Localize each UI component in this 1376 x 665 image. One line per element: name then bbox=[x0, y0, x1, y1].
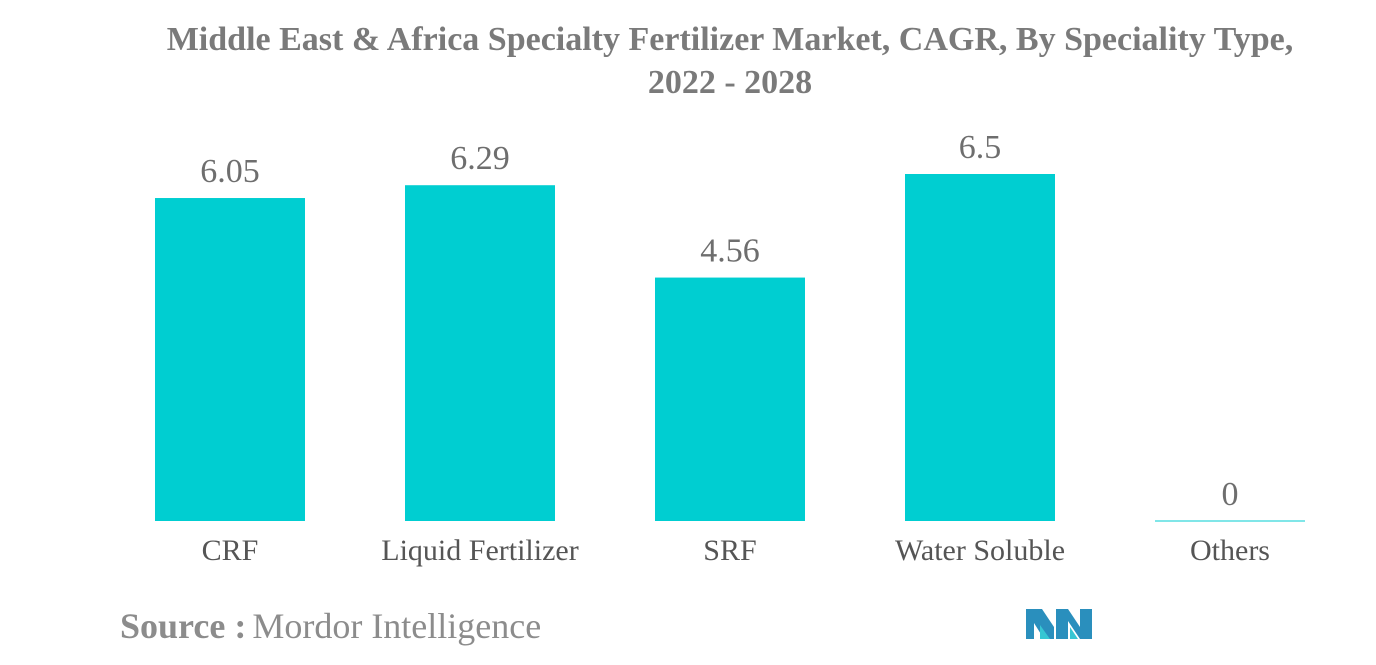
chart-title-line-1: Middle East & Africa Specialty Fertilize… bbox=[166, 21, 1294, 58]
x-tick-label-3: Water Soluble bbox=[895, 534, 1065, 567]
data-label-1: 6.29 bbox=[450, 140, 510, 177]
mordor-intelligence-logo-icon bbox=[1026, 609, 1092, 639]
x-tick-label-2: SRF bbox=[703, 534, 756, 567]
x-tick-label-1: Liquid Fertilizer bbox=[381, 534, 578, 567]
data-label-0: 6.05 bbox=[200, 153, 260, 190]
bar-0 bbox=[155, 198, 305, 521]
data-label-3: 6.5 bbox=[959, 129, 1002, 166]
data-label-4: 0 bbox=[1222, 476, 1239, 513]
x-tick-label-4: Others bbox=[1190, 534, 1270, 567]
source-value: Mordor Intelligence bbox=[252, 606, 542, 646]
x-tick-label-0: CRF bbox=[202, 534, 259, 567]
data-label-2: 4.56 bbox=[700, 233, 760, 270]
chart-title: Middle East & Africa Specialty Fertilize… bbox=[60, 18, 1376, 104]
source-note: Source : Mordor Intelligence bbox=[120, 605, 541, 647]
bar-2 bbox=[655, 277, 805, 521]
chart-title-line-2: 2022 - 2028 bbox=[647, 64, 813, 101]
bar-1 bbox=[405, 185, 555, 522]
bar-chart: 6.05 CRF 6.29 Liquid Fertilizer 4.56 SRF 6.5 Wa… bbox=[155, 129, 1305, 567]
source-label: Source : bbox=[120, 606, 247, 646]
bar-3 bbox=[905, 174, 1055, 521]
